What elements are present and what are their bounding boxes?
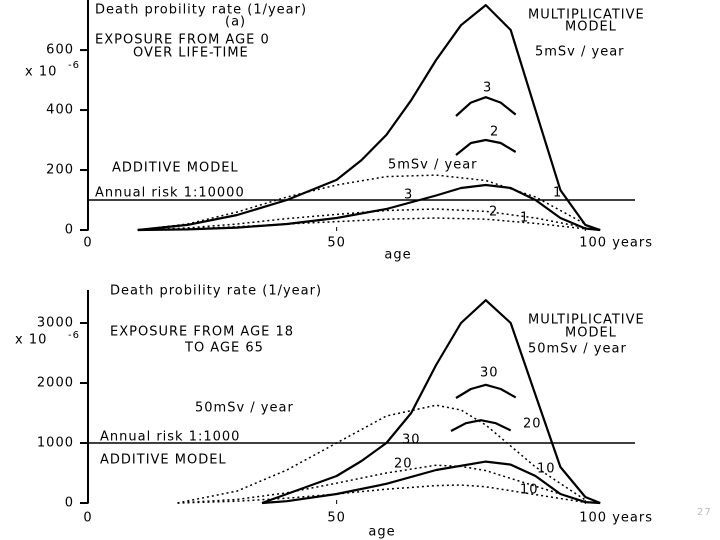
curve-label: 3 [483,81,492,96]
reference-label: Annual risk 1:1000 [100,430,240,445]
curve-label: 20 [394,457,413,472]
annotation: OVER LIFE-TIME [133,46,249,61]
annotation: MODEL [565,20,617,35]
y-tick-label: 600 [46,43,74,58]
x-tick-label: 100 years [579,511,653,526]
y-unit: x 10 [25,65,57,80]
chart-title: Death probility rate (1/year) [95,3,307,18]
y-unit-exponent: -6 [68,60,80,71]
y-tick-label: 200 [46,163,74,178]
y-tick-label: 400 [46,103,74,118]
annotation: TO AGE 65 [184,341,264,356]
annotation: EXPOSURE FROM AGE 18 [110,325,294,340]
curve [455,96,517,117]
curve [177,464,586,504]
annotation: MODEL [565,326,617,341]
annotation: MULTIPLICATIVE [528,8,645,23]
curve-label: 20 [523,417,542,432]
panel-label: (a) [225,15,246,30]
x-tick-label: 100 years [579,236,653,251]
curve [455,383,517,399]
curve-label: 2 [490,125,499,140]
curve [137,3,601,232]
curve-label: 30 [402,433,421,448]
annotation: 5mSv / year [535,45,625,60]
curve [261,460,601,505]
curve-label: 1 [520,211,529,226]
curve-label: 30 [480,366,499,381]
curve-label: 2 [489,205,498,220]
page-number: 27 [697,507,712,518]
curve [455,138,517,156]
annotation: EXPOSURE FROM AGE 0 [95,33,270,48]
y-tick-label: 0 [65,223,74,238]
y-unit: x 10 [15,333,47,348]
y-tick-label: 2000 [37,376,74,391]
curve-label: 10 [537,462,556,477]
annotation: ADDITIVE MODEL [112,161,239,176]
curve-label: 3 [404,188,413,203]
curve [261,299,601,505]
y-tick-label: 1000 [37,436,74,451]
annotation: 50mSv / year [528,342,627,357]
curve [137,174,586,231]
reference-label: Annual risk 1:10000 [95,186,245,201]
y-unit-exponent: -6 [68,330,80,341]
x-tick-label: 0 [83,236,92,251]
x-tick-label: 0 [83,511,92,526]
curve-label: 10 [520,483,539,498]
x-tick-label: 50 [327,511,346,526]
annotation: 5mSv / year [388,158,478,173]
chart-title: Death probility rate (1/year) [110,284,322,299]
annotation: MULTIPLICATIVE [528,313,645,328]
curve [177,404,586,504]
curve-label: 1 [553,186,562,201]
x-axis-label: age [368,525,395,540]
annotation: 50mSv / year [195,401,294,416]
x-axis-label: age [384,248,411,263]
y-tick-label: 3000 [37,316,74,331]
curve [450,419,512,432]
x-tick-label: 50 [327,236,346,251]
curve [137,183,601,232]
y-tick-label: 0 [65,496,74,511]
annotation: ADDITIVE MODEL [100,453,227,468]
curve [137,208,586,231]
